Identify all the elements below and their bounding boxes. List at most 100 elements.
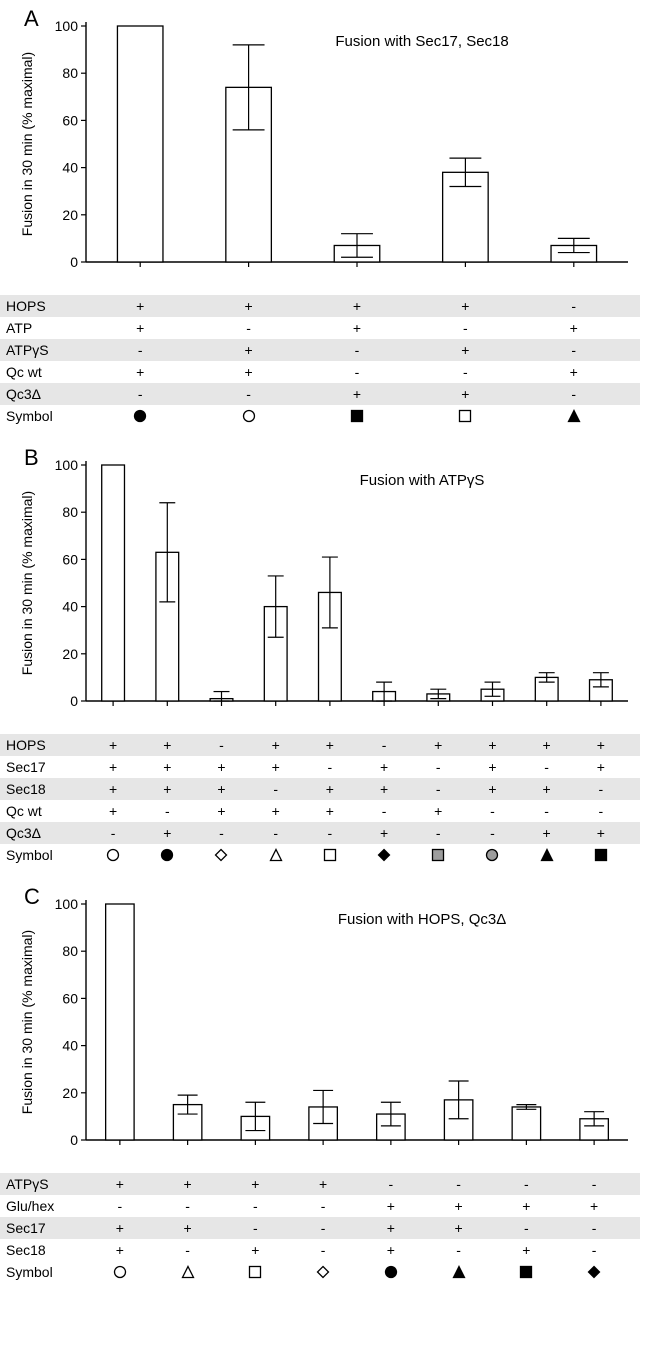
condition-mark: + [357, 1220, 425, 1236]
condition-mark: + [357, 1242, 425, 1258]
condition-mark: + [194, 781, 248, 797]
condition-mark: + [140, 759, 194, 775]
panel-letter-B: B [24, 445, 39, 471]
condition-label: ATPγS [0, 342, 82, 358]
condition-mark: - [86, 386, 194, 402]
symbol-triangle-icon [520, 848, 574, 862]
symbol-square-icon [303, 848, 357, 862]
symbol-row: Symbol [0, 405, 640, 427]
condition-mark: - [411, 825, 465, 841]
condition-row: Qc3Δ-+---+--++ [0, 822, 640, 844]
condition-mark: + [140, 781, 194, 797]
condition-mark: + [194, 342, 302, 358]
symbol-label: Symbol [0, 408, 82, 424]
condition-mark: - [194, 825, 248, 841]
condition-row: Sec18+-+-+-+- [0, 1239, 640, 1261]
ytick-label: 40 [62, 599, 78, 615]
condition-mark: + [357, 825, 411, 841]
ytick-label: 60 [62, 990, 78, 1006]
symbol-square-icon [222, 1265, 290, 1279]
condition-cells: ++++- [86, 298, 628, 314]
ytick-label: 80 [62, 65, 78, 81]
condition-mark: - [493, 1220, 561, 1236]
symbol-square-icon [411, 848, 465, 862]
panel-B: B020406080100Fusion in 30 min (% maximal… [0, 449, 658, 866]
ytick-label: 60 [62, 551, 78, 567]
ytick-label: 20 [62, 207, 78, 223]
condition-mark: + [465, 781, 519, 797]
bar [512, 1107, 540, 1140]
condition-cells: +-+-+-+- [86, 1242, 628, 1258]
condition-label: Glu/hex [0, 1198, 82, 1214]
bar [106, 904, 134, 1140]
condition-mark: + [560, 1198, 628, 1214]
ylabel: Fusion in 30 min (% maximal) [19, 491, 35, 675]
condition-mark: - [194, 737, 248, 753]
condition-mark: + [303, 320, 411, 336]
condition-mark: - [411, 364, 519, 380]
condition-row: HOPS++-++-++++ [0, 734, 640, 756]
condition-label: Qc3Δ [0, 825, 82, 841]
condition-mark: + [357, 759, 411, 775]
condition-row: Qc wt+-+++-+--- [0, 800, 640, 822]
condition-mark: - [357, 1176, 425, 1192]
condition-mark: - [493, 1176, 561, 1192]
condition-mark: - [194, 386, 302, 402]
condition-mark: - [465, 825, 519, 841]
condition-mark: - [303, 759, 357, 775]
condition-mark: + [86, 298, 194, 314]
condition-mark: + [249, 759, 303, 775]
condition-mark: + [574, 825, 628, 841]
condition-mark: + [140, 737, 194, 753]
condition-mark: - [154, 1242, 222, 1258]
condition-mark: - [425, 1176, 493, 1192]
condition-mark: + [154, 1220, 222, 1236]
condition-mark: + [411, 342, 519, 358]
symbol-circle-icon [86, 848, 140, 862]
condition-mark: + [357, 781, 411, 797]
condition-mark: + [154, 1176, 222, 1192]
condition-row: ATPγS-+-+- [0, 339, 640, 361]
condition-mark: - [140, 803, 194, 819]
condition-label: Qc wt [0, 803, 82, 819]
ytick-label: 0 [70, 693, 78, 709]
condition-label: HOPS [0, 737, 82, 753]
condition-row: Qc3Δ--++- [0, 383, 640, 405]
condition-row: Qc wt++--+ [0, 361, 640, 383]
condition-mark: + [194, 803, 248, 819]
condition-mark: + [222, 1242, 290, 1258]
condition-mark: + [357, 1198, 425, 1214]
condition-mark: - [425, 1242, 493, 1258]
condition-mark: + [520, 825, 574, 841]
condition-mark: + [520, 364, 628, 380]
panel-letter-A: A [24, 6, 39, 32]
condition-label: Sec17 [0, 759, 82, 775]
condition-mark: + [425, 1198, 493, 1214]
ylabel: Fusion in 30 min (% maximal) [19, 930, 35, 1114]
symbol-diamond-icon [357, 848, 411, 862]
ytick-label: 20 [62, 1085, 78, 1101]
condition-mark: + [86, 320, 194, 336]
condition-mark: - [289, 1242, 357, 1258]
condition-row: Sec18+++-++-++- [0, 778, 640, 800]
condition-cells: ++-++-++++ [86, 737, 628, 753]
symbol-triangle-icon [154, 1265, 222, 1279]
ytick-label: 40 [62, 160, 78, 176]
condition-mark: - [574, 781, 628, 797]
chart-title: Fusion with HOPS, Qc3Δ [338, 911, 506, 928]
symbol-circle-icon [140, 848, 194, 862]
condition-mark: - [520, 386, 628, 402]
condition-mark: - [520, 759, 574, 775]
symbol-circle-icon [465, 848, 519, 862]
condition-mark: - [222, 1220, 290, 1236]
ylabel: Fusion in 30 min (% maximal) [19, 52, 35, 236]
condition-mark: + [249, 737, 303, 753]
condition-mark: - [465, 803, 519, 819]
symbol-square-icon [303, 409, 411, 423]
symbol-label: Symbol [0, 1264, 82, 1280]
condition-cells: ++++---- [86, 1176, 628, 1192]
condition-mark: - [303, 364, 411, 380]
condition-mark: + [303, 803, 357, 819]
condition-mark: - [303, 342, 411, 358]
condition-label: Sec17 [0, 1220, 82, 1236]
